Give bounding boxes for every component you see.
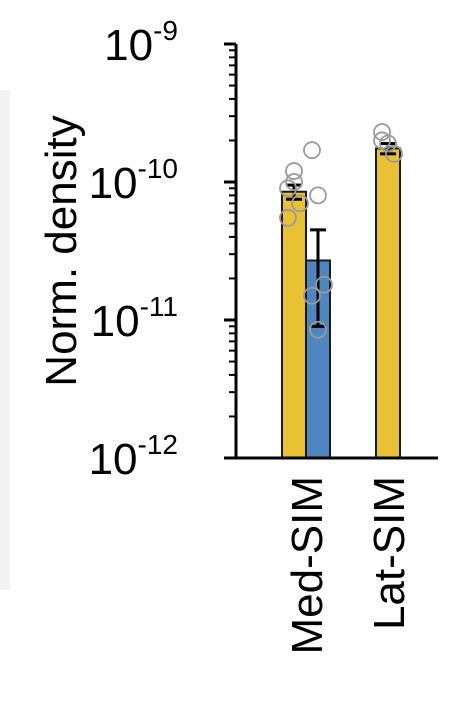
- y-tick-label: 10-12: [89, 429, 178, 484]
- y-tick-label-base: 10: [91, 297, 140, 346]
- y-tick-label-base: 10: [104, 21, 153, 70]
- bar-Med-SIM: [281, 190, 307, 460]
- bars: [281, 142, 401, 460]
- y-tick-label-exponent: -11: [140, 291, 178, 322]
- x-tick-label-Lat-SIM: Lat-SIM: [365, 476, 414, 630]
- data-point: [285, 162, 303, 180]
- y-axis-label: Norm. density: [37, 115, 86, 386]
- y-tick-label: 10-10: [89, 153, 178, 208]
- cropped-neighbor-panel: [0, 90, 10, 590]
- data-point: [285, 173, 303, 191]
- data-point: [303, 286, 321, 305]
- y-tick-label: 10-9: [104, 15, 178, 70]
- data-point: [373, 131, 391, 150]
- y-tick-label: 10-11: [91, 291, 178, 346]
- y-axis-title: Norm. density: [37, 115, 86, 386]
- x-tick-label-Med-SIM: Med-SIM: [283, 476, 332, 654]
- data-point: [309, 186, 327, 205]
- data-points: [279, 123, 403, 339]
- y-tick-label-exponent: -12: [138, 429, 178, 460]
- data-point: [373, 123, 391, 141]
- data-point: [309, 320, 327, 339]
- data-point: [279, 179, 297, 198]
- data-point: [291, 194, 309, 213]
- y-tick-label-base: 10: [89, 435, 138, 484]
- data-point: [303, 141, 321, 160]
- data-point: [315, 275, 333, 294]
- axes: [234, 44, 438, 460]
- y-tick-label-exponent: -9: [153, 15, 178, 46]
- y-tick-label-exponent: -10: [138, 153, 178, 184]
- data-point: [385, 144, 403, 163]
- x-axis-tick-labels: Med-SIM Lat-SIM: [283, 476, 414, 654]
- data-point: [279, 208, 297, 227]
- bar-Lat-SIM: [375, 147, 401, 459]
- y-tick-label-base: 10: [89, 159, 138, 208]
